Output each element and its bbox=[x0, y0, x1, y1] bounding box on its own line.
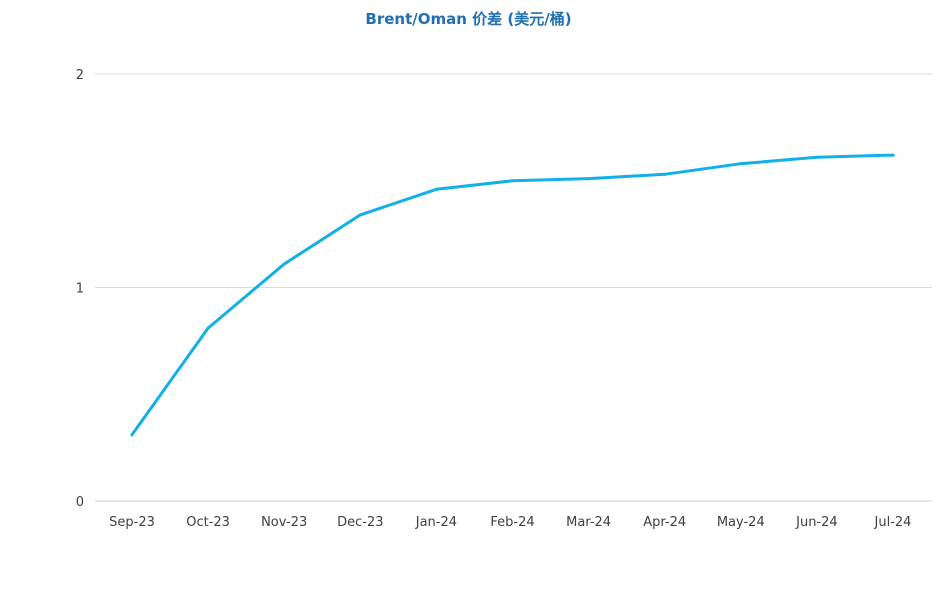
data-point bbox=[511, 179, 514, 183]
y-axis-ticks: 0 1 2 bbox=[76, 68, 84, 510]
data-point bbox=[358, 213, 362, 217]
x-tick-label: Jun-24 bbox=[795, 515, 838, 530]
x-tick-label: Sep-23 bbox=[109, 515, 155, 530]
data-point bbox=[663, 172, 667, 176]
x-axis-ticks: Sep-23 Oct-23 Nov-23 Dec-23 Jan-24 Feb-24 Mar-… bbox=[109, 515, 911, 530]
data-point bbox=[587, 177, 591, 181]
x-tick-label: Oct-23 bbox=[186, 515, 230, 530]
data-point bbox=[815, 155, 819, 159]
y-tick-label: 1 bbox=[76, 282, 84, 297]
x-tick-label: Jul-24 bbox=[874, 515, 912, 530]
data-point bbox=[739, 162, 743, 166]
y-tick-label: 0 bbox=[76, 495, 84, 510]
x-tick-label: Apr-24 bbox=[643, 515, 686, 530]
data-point bbox=[206, 326, 210, 330]
x-tick-label: Nov-23 bbox=[261, 515, 307, 530]
series-line-0 bbox=[130, 153, 895, 437]
x-tick-label: May-24 bbox=[717, 515, 765, 530]
data-point bbox=[130, 433, 134, 437]
series-layer bbox=[130, 153, 895, 437]
data-point bbox=[282, 262, 286, 266]
x-tick-label: Feb-24 bbox=[490, 515, 534, 530]
data-point bbox=[891, 153, 895, 157]
gridlines bbox=[95, 73, 932, 502]
x-tick-label: Mar-24 bbox=[566, 515, 611, 530]
x-tick-label: Jan-24 bbox=[415, 515, 457, 530]
x-tick-label: Dec-23 bbox=[337, 515, 383, 530]
chart-title: Brent/Oman 价差 (美元/桶) bbox=[365, 10, 572, 28]
data-point bbox=[434, 187, 438, 191]
y-tick-label: 2 bbox=[76, 68, 84, 83]
